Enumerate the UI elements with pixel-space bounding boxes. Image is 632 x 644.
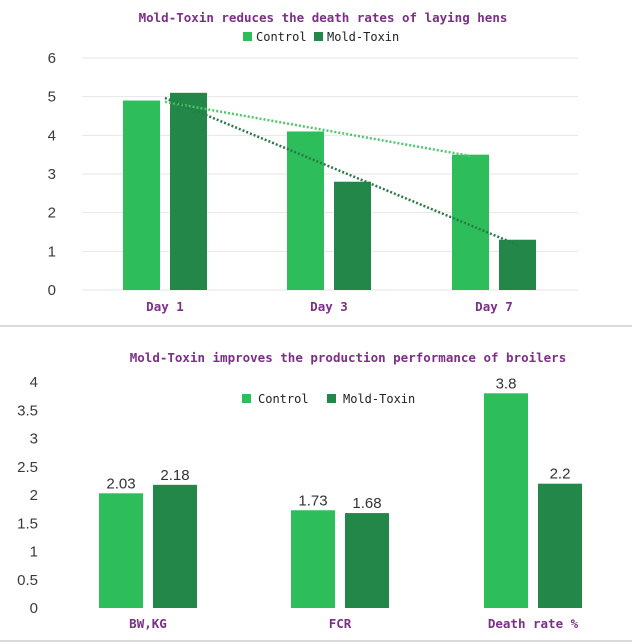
legend-swatch-control bbox=[242, 394, 251, 403]
legend: Control Mold-Toxin bbox=[243, 30, 399, 44]
bar-control-day-1 bbox=[123, 100, 160, 291]
y-tick-label: 5 bbox=[48, 89, 56, 106]
bar-mold-toxin-day-3 bbox=[334, 181, 371, 290]
bars bbox=[99, 393, 582, 608]
data-label: 3.8 bbox=[496, 375, 517, 392]
legend-swatch-control bbox=[243, 32, 252, 41]
bar-mold-toxin-death-rate- bbox=[538, 483, 582, 608]
x-category-label: Day 7 bbox=[475, 299, 513, 314]
x-category-label: BW,KG bbox=[129, 616, 167, 631]
y-tick-label: 2.5 bbox=[17, 459, 38, 476]
legend-label-mold-toxin: Mold-Toxin bbox=[343, 392, 415, 406]
panel-border-bottom bbox=[0, 640, 632, 642]
x-category-label: Death rate % bbox=[488, 616, 579, 631]
y-tick-label: 1 bbox=[30, 544, 38, 561]
bars bbox=[123, 92, 536, 291]
gridlines bbox=[82, 57, 578, 291]
y-tick-label: 4 bbox=[48, 127, 56, 144]
data-label: 2.18 bbox=[160, 467, 189, 484]
chart-broiler-performance: Mold-Toxin improves the production perfo… bbox=[17, 350, 582, 631]
legend-label-mold-toxin: Mold-Toxin bbox=[327, 30, 399, 44]
y-tick-label: 3.5 bbox=[17, 402, 38, 419]
chart-panel-death-rates: Mold-Toxin reduces the death rates of la… bbox=[48, 10, 578, 314]
x-axis-categories: Day 1 Day 3 Day 7 bbox=[146, 299, 513, 314]
bar-control-day-7 bbox=[452, 154, 489, 290]
x-category-label: FCR bbox=[329, 616, 352, 631]
x-axis-categories: BW,KG FCR Death rate % bbox=[129, 616, 578, 631]
chart-death-rates: Mold-Toxin reduces the death rates of la… bbox=[48, 10, 578, 314]
bar-mold-toxin-bw-kg bbox=[153, 484, 197, 608]
y-tick-label: 0 bbox=[48, 282, 56, 299]
bar-mold-toxin-fcr bbox=[345, 513, 389, 608]
x-category-label: Day 3 bbox=[310, 299, 348, 314]
y-tick-label: 4 bbox=[30, 374, 38, 391]
y-tick-label: 2 bbox=[30, 487, 38, 504]
y-tick-label: 6 bbox=[48, 50, 56, 67]
chart-panel-broiler-performance: Mold-Toxin improves the production perfo… bbox=[0, 330, 632, 644]
legend-swatch-mold-toxin bbox=[314, 32, 323, 41]
bar-control-day-3 bbox=[287, 131, 324, 290]
bar-control-death-rate- bbox=[484, 393, 528, 608]
bar-mold-toxin-day-7 bbox=[499, 239, 536, 290]
bar-control-fcr bbox=[291, 510, 335, 608]
y-tick-label: 3 bbox=[30, 431, 38, 448]
y-axis-ticks: 0 1 2 3 4 5 6 bbox=[48, 50, 56, 299]
data-label: 1.73 bbox=[298, 492, 327, 509]
y-tick-label: 2 bbox=[48, 205, 56, 222]
data-label: 2.03 bbox=[106, 475, 135, 492]
legend-label-control: Control bbox=[258, 392, 309, 406]
y-tick-label: 1.5 bbox=[17, 515, 38, 532]
bar-mold-toxin-day-1 bbox=[170, 92, 207, 290]
y-tick-label: 3 bbox=[48, 166, 56, 183]
legend-label-control: Control bbox=[256, 30, 307, 44]
data-label: 1.68 bbox=[352, 495, 381, 512]
data-labels: 2.03 2.18 1.73 1.68 3.8 2.2 bbox=[106, 375, 570, 512]
chart-title: Mold-Toxin reduces the death rates of la… bbox=[139, 10, 508, 25]
y-tick-label: 0.5 bbox=[17, 572, 38, 589]
bar-control-bw-kg bbox=[99, 493, 143, 608]
y-tick-label: 0 bbox=[30, 600, 38, 617]
data-label: 2.2 bbox=[550, 466, 571, 483]
panel-divider bbox=[0, 325, 632, 327]
x-category-label: Day 1 bbox=[146, 299, 184, 314]
chart-title: Mold-Toxin improves the production perfo… bbox=[130, 350, 567, 365]
y-tick-label: 1 bbox=[48, 243, 56, 260]
legend-swatch-mold-toxin bbox=[327, 394, 336, 403]
y-axis-ticks: 0 0.5 1 1.5 2 2.5 3 3.5 4 bbox=[17, 374, 38, 617]
legend: Control Mold-Toxin bbox=[242, 392, 415, 406]
